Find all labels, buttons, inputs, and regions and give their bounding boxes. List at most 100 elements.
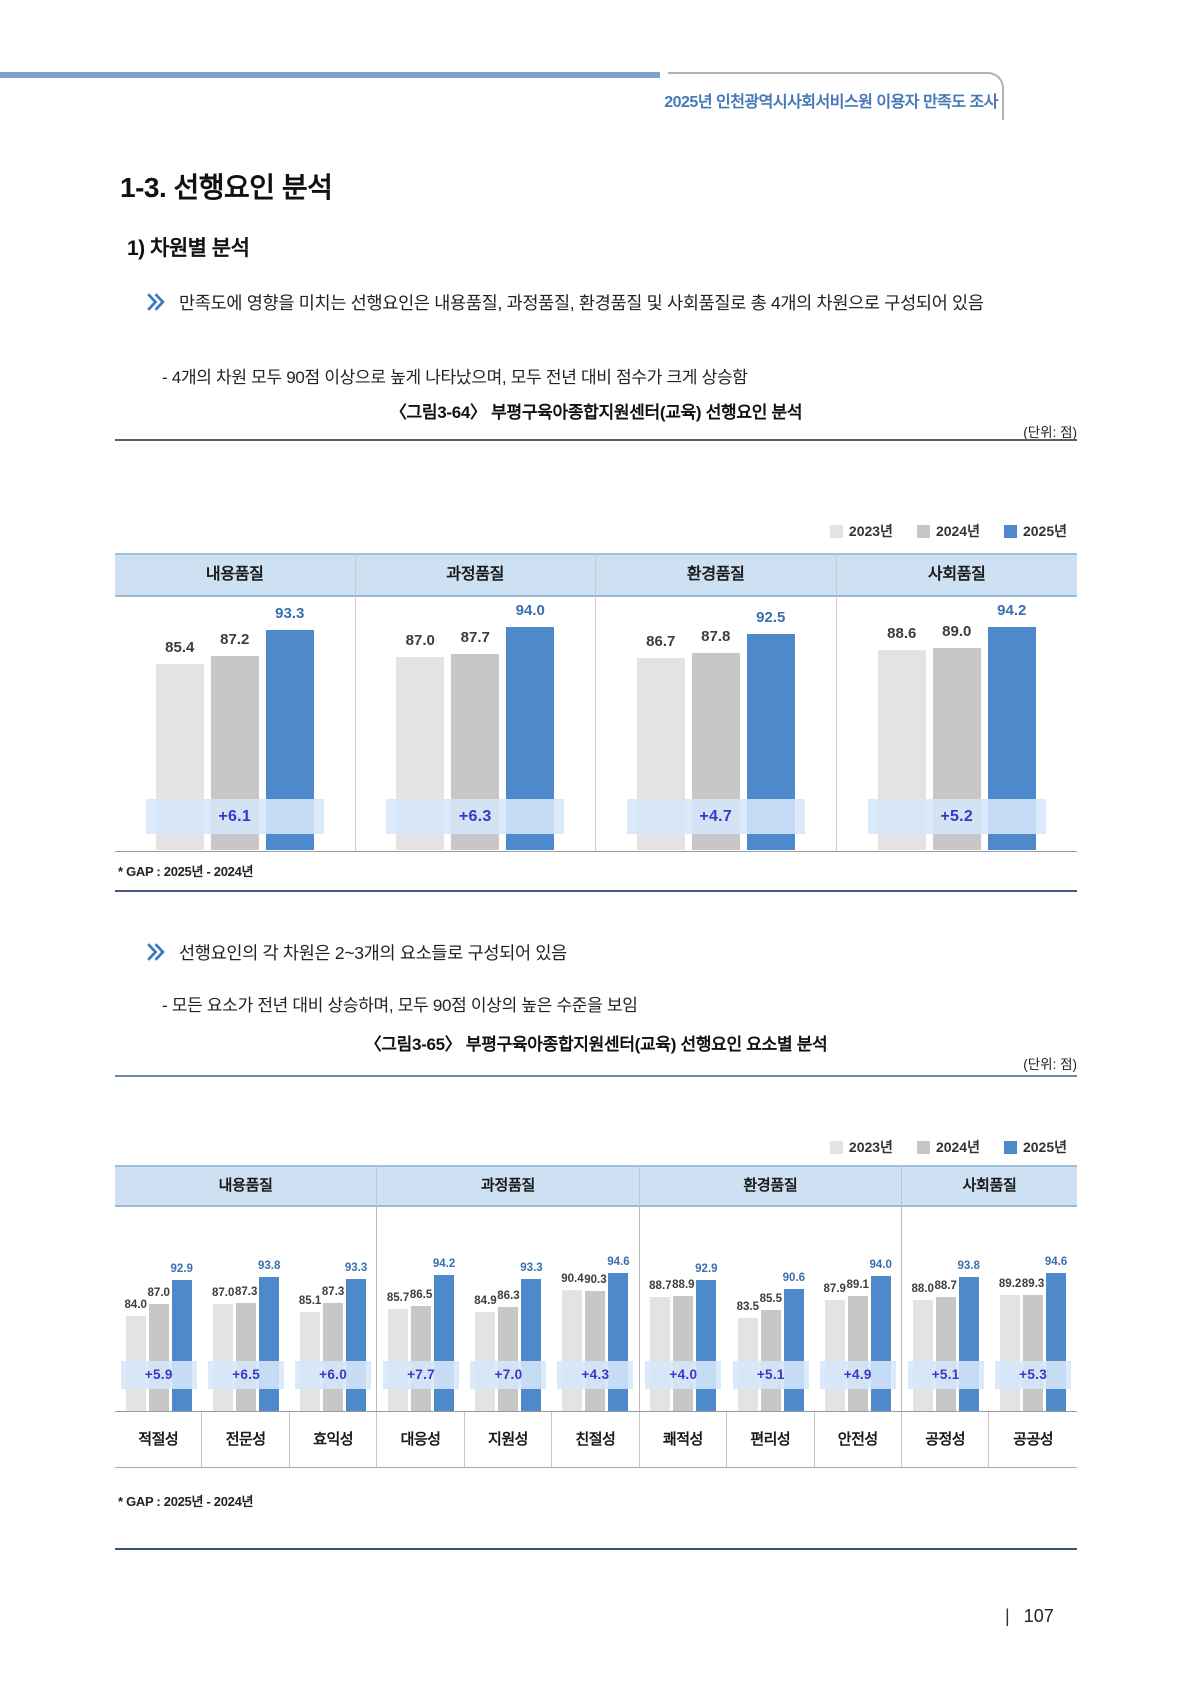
- bullet-item-2: 선행요인의 각 차원은 2~3개의 요소들로 구성되어 있음: [145, 936, 1021, 971]
- bar-group: 87.9 89.1 94.0: [824, 1259, 892, 1411]
- category-label: 공공성: [1013, 1431, 1054, 1448]
- category-label: 친절성: [552, 1412, 640, 1467]
- bar-value-label: 94.6: [1044, 1256, 1068, 1269]
- header-tab-outline: [668, 72, 1004, 120]
- bar-value-label: 94.2: [997, 601, 1027, 619]
- bar-group: 90.4 90.3 94.6: [561, 1256, 630, 1411]
- figure-3-64: 2023년 2024년 2025년 내용품질 85.4 87.2 93.3 +6.1 과정…: [115, 439, 1077, 892]
- legend-swatch-2025: [1003, 524, 1017, 538]
- bar-value-label: 86.7: [646, 633, 676, 651]
- legend-item-2025: 2025년: [1003, 1137, 1067, 1157]
- bar-2024년: 86.3: [497, 1290, 520, 1411]
- page-number-divider: |: [1005, 1606, 1010, 1626]
- chart2-column-5: 84.9 86.3 93.3 +7.0: [465, 1207, 552, 1411]
- gap-band: +4.0: [645, 1361, 722, 1389]
- bar-2025년: 93.8: [957, 1260, 980, 1411]
- bar-value-label: 93.3: [344, 1261, 368, 1274]
- legend-label: 2024년: [935, 523, 980, 539]
- gap-band: +4.3: [557, 1361, 634, 1389]
- gap-value: +4.3: [581, 1367, 610, 1382]
- bar-value-label: 87.9: [823, 1283, 846, 1296]
- bullet-text: 선행요인의 각 차원은 2~3개의 요소들로 구성되어 있음: [179, 943, 567, 963]
- gap-band: +5.9: [120, 1361, 197, 1389]
- dimension-header: 환경품질: [639, 1165, 903, 1207]
- bullet-text: 만족도에 영향을 미치는 선행요인은 내용품질, 과정품질, 환경품질 및 사회…: [179, 293, 984, 313]
- bar-value-label: 86.3: [497, 1289, 520, 1302]
- bar-2023년: 87.0: [212, 1287, 234, 1411]
- bar-value-label: 87.0: [211, 1286, 235, 1299]
- subsection-title: 1) 차원별 분석: [127, 237, 250, 260]
- figure1-caption: 〈그림3-64〉 부평구육아종합지원센터(교육) 선행요인 분석: [389, 403, 803, 422]
- bar-value-label: 87.0: [147, 1286, 170, 1299]
- category-label: 지원성: [465, 1412, 553, 1467]
- legend-item-2023: 2023년: [829, 521, 893, 541]
- gap-value: +6.1: [218, 808, 252, 825]
- bar-value-label: 87.2: [220, 631, 250, 648]
- category-label: 쾌적성: [640, 1412, 728, 1467]
- gap-band: +6.5: [208, 1361, 285, 1389]
- legend-label: 2025년: [1022, 523, 1067, 539]
- bar-value-label: 89.1: [846, 1278, 869, 1291]
- legend-item-2024: 2024년: [916, 521, 980, 541]
- gap-band: +7.0: [470, 1361, 547, 1389]
- chart1-column-3: 환경품질 86.7 87.8 92.5 +4.7: [596, 553, 837, 851]
- figure2-unit-label: (단위: 점): [1023, 1057, 1077, 1072]
- bar-2024년: 86.5: [410, 1289, 432, 1411]
- gap-value: +4.7: [699, 808, 733, 825]
- section-title: 1-3. 선행요인 분석: [120, 172, 333, 203]
- bar-value-label: 89.2: [998, 1278, 1022, 1291]
- chart1-plot: 85.4 87.2 93.3 +6.1: [115, 597, 355, 850]
- bar-2025년: 92.9: [171, 1263, 193, 1411]
- bar-2025년: 93.3: [520, 1262, 543, 1411]
- category-label: 적절성: [115, 1412, 203, 1467]
- bar-group: 88.0 88.7 93.8: [911, 1260, 980, 1411]
- bar-value-label: 93.8: [957, 1259, 980, 1272]
- bar-value-label: 88.7: [649, 1280, 672, 1293]
- bar-value-label: 88.0: [911, 1282, 934, 1295]
- bullet-subtext: - 모든 요소가 전년 대비 상승하며, 모두 90점 이상의 높은 수준을 보…: [162, 996, 638, 1015]
- bar-value-label: 87.3: [234, 1285, 258, 1298]
- bar-2024년: 90.3: [584, 1274, 607, 1411]
- bar-value-label: 88.9: [672, 1279, 695, 1292]
- gap-band: +6.0: [295, 1361, 372, 1389]
- gap-band: +6.3: [386, 799, 565, 834]
- figure2-caption: 〈그림3-65〉 부평구육아종합지원센터(교육) 선행요인 요소별 분석: [364, 1035, 828, 1054]
- bar-value-label: 94.6: [607, 1256, 630, 1269]
- bar-value-label: 88.7: [934, 1280, 957, 1293]
- bar-group: 85.1 87.3 93.3: [298, 1262, 367, 1411]
- bar-value-label: 84.0: [124, 1299, 147, 1312]
- chart1-column-2: 과정품질 87.0 87.7 94.0 +6.3: [355, 553, 596, 851]
- bar-2024년: 87.3: [235, 1286, 257, 1411]
- chart2-column-1: 84.0 87.0 92.9 +5.9: [115, 1207, 202, 1411]
- gap-band: +5.1: [907, 1361, 984, 1389]
- category-label: 효익성: [290, 1412, 378, 1467]
- bar-2023년: 88.0: [911, 1283, 934, 1411]
- bar-value-label: 89.0: [942, 623, 972, 641]
- chart2-column-6: 90.4 90.3 94.6 +4.3: [552, 1207, 640, 1411]
- bar-2024년: 87.3: [322, 1286, 344, 1411]
- gap-value: +5.9: [144, 1367, 173, 1382]
- bar-value-label: 85.7: [386, 1292, 410, 1305]
- chart2-plot-area: 84.0 87.0 92.9 +5.9 87.0 87.3 93.8 +6.5 85.1 87.3…: [115, 1207, 1077, 1412]
- gap-value: +6.0: [319, 1367, 348, 1382]
- bar-2023년: 87.9: [824, 1283, 846, 1411]
- gap-value: +5.2: [940, 808, 974, 825]
- bar-group: 88.7 88.9 92.9: [649, 1263, 718, 1411]
- bar-value-label: 85.5: [759, 1293, 782, 1305]
- bar-value-label: 89.3: [1021, 1277, 1045, 1290]
- gap-value: +5.1: [756, 1367, 785, 1382]
- page-number-value: 107: [1023, 1606, 1054, 1626]
- bar-value-label: 92.9: [170, 1263, 193, 1276]
- bullet-subtext: - 4개의 차원 모두 90점 이상으로 높게 나타났으며, 모두 전년 대비 …: [162, 368, 748, 387]
- chart2-column-11: 89.2 89.3 94.6 +5.3: [989, 1207, 1076, 1411]
- bar-2024년: 89.3: [1022, 1278, 1044, 1411]
- bar-2024년: 87.0: [148, 1287, 170, 1411]
- legend-item-2023: 2023년: [829, 1137, 893, 1157]
- gap-value: +7.0: [494, 1367, 523, 1382]
- chart2-column-4: 85.7 86.5 94.2 +7.7: [377, 1207, 464, 1411]
- bar-value-label: 87.8: [701, 628, 731, 646]
- bar-value-label: 85.1: [298, 1294, 322, 1307]
- chart1-column-1: 내용품질 85.4 87.2 93.3 +6.1: [115, 553, 356, 851]
- figure1-unit-label: (단위: 점): [1023, 425, 1077, 440]
- bar-value-label: 93.3: [520, 1261, 543, 1274]
